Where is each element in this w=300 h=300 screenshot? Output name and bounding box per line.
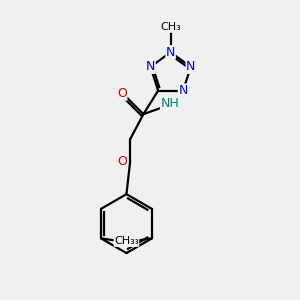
Text: CH₃: CH₃: [114, 236, 135, 246]
Text: N: N: [166, 46, 175, 59]
Text: NH: NH: [160, 97, 179, 110]
Text: N: N: [146, 60, 155, 74]
Text: CH₃: CH₃: [160, 22, 181, 32]
Text: O: O: [117, 155, 127, 168]
Text: N: N: [178, 84, 188, 97]
Text: CH₃: CH₃: [118, 236, 139, 246]
Text: O: O: [117, 87, 127, 100]
Text: N: N: [186, 60, 196, 74]
